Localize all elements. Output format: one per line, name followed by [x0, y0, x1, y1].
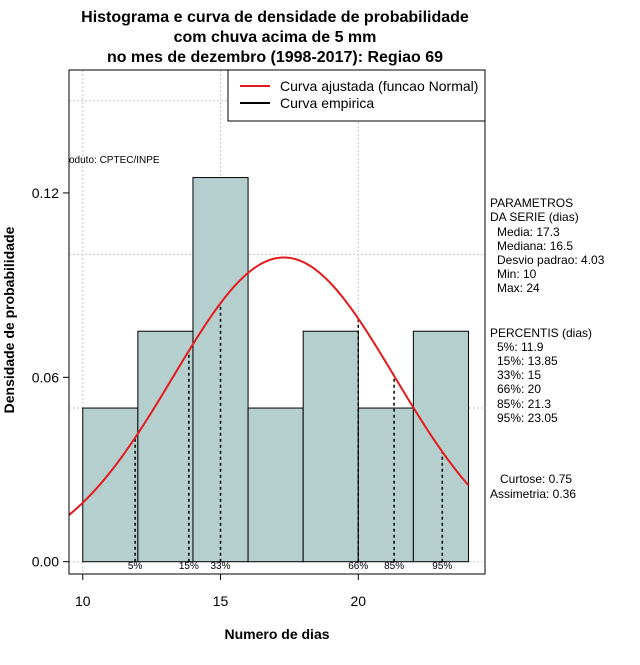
normal-curve-line — [68, 256, 470, 516]
x-tick-label: 10 — [75, 593, 91, 609]
percentile-15: 15%: 13.85 — [497, 354, 558, 368]
param-desvio: Desvio padrao: 4.03 — [497, 253, 605, 267]
percentile-85: 85%: 21.3 — [497, 397, 551, 411]
percentile-5: 5%: 11.9 — [497, 340, 544, 354]
title-line-1: Histograma e curva de densidade de proba… — [81, 9, 469, 26]
x-axis-label: Numero de dias — [224, 626, 329, 642]
param-max: Max: 24 — [497, 281, 540, 295]
legend: Curva ajustada (funcao Normal) Curva emp… — [227, 69, 486, 122]
y-tick-label: 0.00 — [32, 554, 59, 570]
axes-layer: 0.00 0.06 0.12 10 15 20 — [32, 185, 367, 609]
y-tick-label: 0.06 — [32, 369, 59, 385]
legend-label-empirical: Curva empirica — [280, 95, 374, 111]
percentile-layer: 5% 15% 33% 66% 85% 95% — [128, 303, 452, 572]
percentile-label: 95% — [432, 561, 452, 572]
source-label: oduto: CPTEC/INPE — [69, 155, 160, 166]
histogram-bar — [82, 407, 139, 563]
side-panel: PARAMETROS DA SERIE (dias) Media: 17.3 M… — [490, 196, 605, 501]
params-title-2: DA SERIE (dias) — [490, 210, 579, 224]
params-title-1: PARAMETROS — [490, 196, 573, 210]
y-tick-label: 0.12 — [32, 185, 59, 201]
percentile-label: 15% — [179, 561, 199, 572]
histogram-bar — [357, 407, 414, 563]
percentile-label: 85% — [384, 561, 404, 572]
histogram-bar — [412, 330, 469, 563]
histogram-bar — [137, 330, 194, 563]
curve-layer — [68, 256, 470, 516]
assimetria: Assimetria: 0.36 — [490, 487, 576, 501]
histogram-bar — [302, 330, 359, 563]
chart-title: Histograma e curva de densidade de proba… — [81, 9, 469, 66]
title-line-2: com chuva acima de 5 mm — [174, 29, 377, 46]
x-tick-label: 15 — [213, 593, 229, 609]
y-axis-label: Densidade de probabilidade — [1, 226, 17, 413]
percentile-label: 33% — [211, 561, 231, 572]
percentiles-title: PERCENTIS (dias) — [490, 326, 592, 340]
percentile-label: 5% — [128, 561, 143, 572]
curtose: Curtose: 0.75 — [500, 472, 572, 486]
param-media: Media: 17.3 — [497, 225, 560, 239]
legend-label-normal: Curva ajustada (funcao Normal) — [280, 78, 478, 94]
percentile-66: 66%: 20 — [497, 382, 541, 396]
param-min: Min: 10 — [497, 267, 537, 281]
histogram-bar — [247, 407, 304, 563]
bars-layer — [82, 177, 469, 563]
legend-box — [227, 69, 486, 122]
percentile-33: 33%: 15 — [497, 368, 541, 382]
percentile-95: 95%: 23.05 — [497, 411, 558, 425]
percentile-label: 66% — [348, 561, 368, 572]
title-line-3: no mes de dezembro (1998-2017): Regiao 6… — [107, 49, 443, 66]
param-mediana: Mediana: 16.5 — [497, 239, 573, 253]
x-tick-label: 20 — [350, 593, 366, 609]
